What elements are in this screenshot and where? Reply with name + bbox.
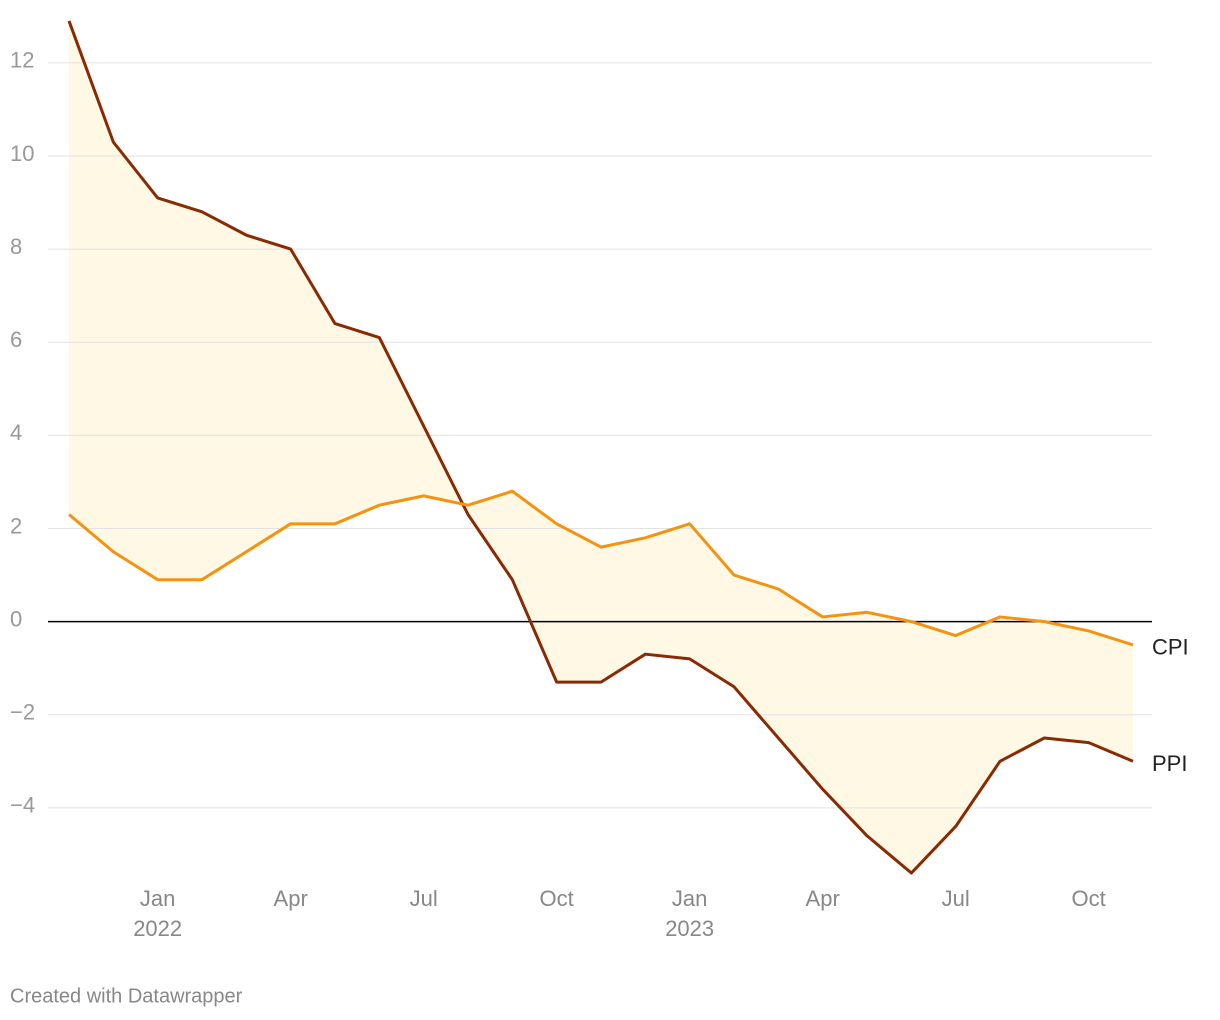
x-tick-label: Oct <box>540 886 574 911</box>
footer: Created with Datawrapper <box>10 985 243 1007</box>
y-tick-label: 4 <box>10 420 22 445</box>
x-tick-label: Apr <box>274 886 308 911</box>
y-tick-label: 12 <box>10 48 34 73</box>
gap-area <box>69 20 1133 874</box>
y-tick-label: 0 <box>10 606 22 631</box>
line-label: PPI <box>1152 751 1187 776</box>
x-tick-label: Apr <box>806 886 840 911</box>
x-tick-label: Jan <box>140 886 175 911</box>
x-tick-label: Jul <box>410 886 438 911</box>
y-tick-label: 8 <box>10 234 22 259</box>
y-tick-label: 6 <box>10 327 22 352</box>
x-year-label: 2023 <box>665 916 714 941</box>
y-tick-label: 2 <box>10 513 22 538</box>
series-line <box>68 489 1134 647</box>
x-tick-label: Oct <box>1072 886 1106 911</box>
y-tick-label: 10 <box>10 141 34 166</box>
x-tick-label: Jan <box>672 886 707 911</box>
line-label: CPI <box>1152 635 1189 660</box>
series-line <box>67 20 1134 875</box>
y-tick-label: −2 <box>10 700 35 725</box>
x-tick-label: Jul <box>942 886 970 911</box>
y-tick-label: −4 <box>10 793 35 818</box>
x-year-label: 2022 <box>133 916 182 941</box>
